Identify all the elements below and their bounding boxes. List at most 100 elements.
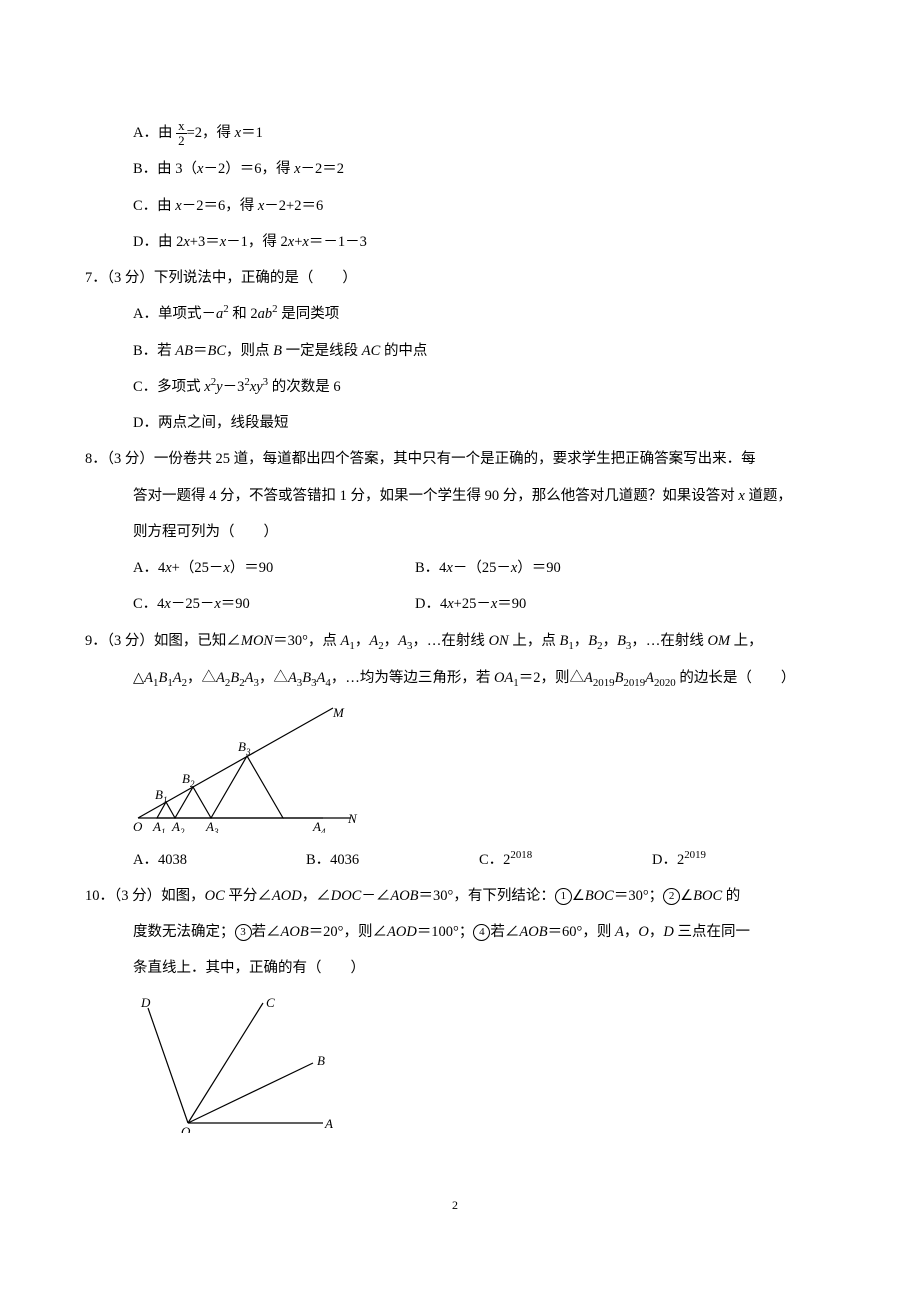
t: 一定是线段 <box>282 343 362 359</box>
fraction: x 2 <box>176 119 187 149</box>
circled-4: 4 <box>473 924 490 941</box>
t: ＝60°，则 <box>548 924 615 940</box>
t: 的中点 <box>380 343 427 359</box>
t: ， <box>574 633 589 649</box>
q7-option-a: A．单项式－a2 和 2ab2 是同类项 <box>85 296 825 332</box>
v: AOB <box>390 888 418 904</box>
q9-stem1: 9．（3 分）如图，已知∠MON＝30°，点 A1，A2，A3，…在射线 ON … <box>85 623 825 660</box>
t: ＝20°，则∠ <box>309 924 387 940</box>
q8-option-d: D．4x+25－x＝90 <box>415 586 825 622</box>
v: A <box>398 633 407 649</box>
q9-stem2: △A1B1A2，△A2B2A3，△A3B3A4，…均为等边三角形，若 OA1＝2… <box>85 660 825 697</box>
t: 的次数是 6 <box>268 379 341 395</box>
q8-stem3: 则方程可列为（ ） <box>85 514 825 550</box>
svg-text:A2: A2 <box>171 819 185 833</box>
lbl: C <box>266 995 275 1010</box>
v: A <box>369 633 378 649</box>
v: AOD <box>387 924 417 940</box>
text: A．由 <box>133 125 172 141</box>
page-number: 2 <box>85 1198 825 1213</box>
q10-figure: D C B O A <box>85 993 825 1138</box>
q8-row2: C．4x－25－x＝90 D．4x+25－x＝90 <box>85 586 825 622</box>
t: ，∠ <box>302 888 331 904</box>
t: ， <box>603 633 618 649</box>
q10-svg: D C B O A <box>133 993 333 1133</box>
q7-option-d: D．两点之间，线段最短 <box>85 405 825 441</box>
s: 2019 <box>623 676 645 688</box>
q8-stem2: 答对一题得 4 分，不答或答错扣 1 分，如果一个学生得 90 分，那么他答对几… <box>85 478 825 514</box>
v: AOB <box>519 924 547 940</box>
svg-text:M: M <box>332 705 345 720</box>
t: 若∠ <box>252 924 281 940</box>
q9-option-d: D．22019 <box>652 842 825 878</box>
v: BOC <box>693 888 722 904</box>
v: B <box>588 633 597 649</box>
lbl: A <box>324 1116 333 1131</box>
text: =2，得 <box>187 125 235 141</box>
q9-option-a: A．4038 <box>133 842 306 878</box>
q6-option-b: B．由 3（x－2）＝6，得 x－2＝2 <box>85 151 825 187</box>
q9-option-b: B．4036 <box>306 842 479 878</box>
lbl: N <box>347 811 358 826</box>
lbl: A <box>152 819 161 833</box>
q10-stem3: 条直线上．其中，正确的有（ ） <box>85 950 825 986</box>
svg-text:B2: B2 <box>182 771 195 789</box>
s: 1 <box>163 795 168 805</box>
s: 2018 <box>510 849 532 861</box>
q8-option-b: B．4x－（25－x）＝90 <box>415 550 825 586</box>
t: C．多项式 <box>133 379 204 395</box>
t: －3 <box>223 379 245 395</box>
lbl: O <box>181 1124 191 1133</box>
t: A．单项式－ <box>133 306 216 322</box>
t: ＝ <box>193 343 208 359</box>
t: ，…在射线 <box>631 633 707 649</box>
svg-text:B1: B1 <box>155 787 167 805</box>
svg-text:N: N <box>347 811 358 826</box>
q7-option-b: B．若 AB＝BC，则点 B 一定是线段 AC 的中点 <box>85 333 825 369</box>
v: OA <box>494 670 513 686</box>
t: 三点在同一 <box>674 924 750 940</box>
svg-text:O: O <box>133 819 143 833</box>
lbl: A <box>171 819 180 833</box>
q6-option-c: C．由 x－2＝6，得 x－2+2＝6 <box>85 188 825 224</box>
v: AOB <box>281 924 309 940</box>
v: OC <box>205 888 225 904</box>
t: 和 2 <box>229 306 258 322</box>
numerator: x <box>176 119 187 134</box>
t: 9．（3 分）如图，已知∠ <box>85 633 241 649</box>
v: BOC <box>585 888 614 904</box>
text: ＝1 <box>241 125 263 141</box>
q9-figure: O A1 A2 A3 A4 N B1 B2 B3 M <box>85 703 825 838</box>
t: D．2 <box>652 852 684 868</box>
lbl: B <box>182 771 190 786</box>
v: OM <box>707 633 730 649</box>
t: ＝30°，有下列结论： <box>419 888 555 904</box>
t: ＝2，则△ <box>519 670 584 686</box>
t: 是同类项 <box>278 306 340 322</box>
v: B <box>559 633 568 649</box>
t: 度数无法确定； <box>133 924 235 940</box>
denominator: 2 <box>176 134 187 148</box>
t: 10．（3 分）如图， <box>85 888 205 904</box>
circled-1: 1 <box>555 888 572 905</box>
t: ，…在射线 <box>412 633 488 649</box>
lbl: B <box>238 739 246 754</box>
t: ＝30°； <box>614 888 663 904</box>
q10-stem1: 10．（3 分）如图，OC 平分∠AOD，∠DOC－∠AOB＝30°，有下列结论… <box>85 878 825 914</box>
lbl: M <box>332 705 345 720</box>
t: ，则点 <box>226 343 273 359</box>
t: ＝30°，点 <box>273 633 340 649</box>
lbl: A <box>205 819 214 833</box>
s: 1 <box>161 827 166 833</box>
q7-option-c: C．多项式 x2y－32xy3 的次数是 6 <box>85 369 825 405</box>
svg-text:B3: B3 <box>238 739 251 757</box>
q7-stem: 7．（3 分）下列说法中，正确的是（ ） <box>85 260 825 296</box>
q8-row1: A．4x+（25－x）＝90 B．4x－（25－x）＝90 <box>85 550 825 586</box>
v: MON <box>241 633 273 649</box>
s: 4 <box>321 827 326 833</box>
lbl: B <box>155 787 163 802</box>
v: BC <box>208 343 227 359</box>
t: 平分∠ <box>225 888 272 904</box>
t: 若∠ <box>490 924 519 940</box>
t: －∠ <box>361 888 390 904</box>
